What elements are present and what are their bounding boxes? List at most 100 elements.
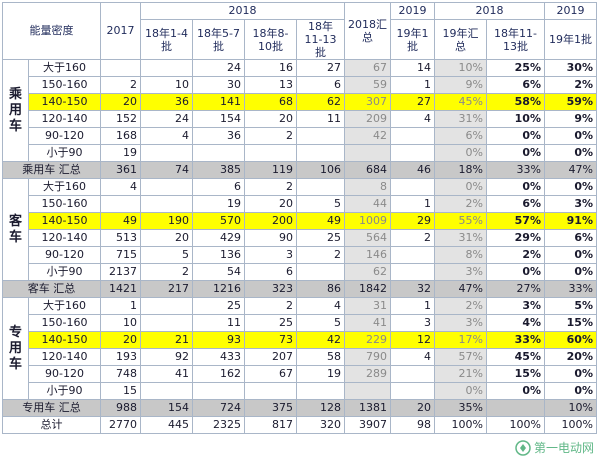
range-label: 90-120 xyxy=(28,127,101,145)
header-2017: 2017 xyxy=(100,2,141,60)
cell-b19: 1 xyxy=(390,195,435,213)
cell-b19: 2 xyxy=(390,229,435,247)
cell-t2018: 44 xyxy=(344,195,391,213)
table-row: 120-140 193 92 433 207 58 790 4 57% 45% 20% xyxy=(3,348,597,366)
header-batch-19-1: 19年1批 xyxy=(390,19,435,60)
header-19-summary: 19年汇总 xyxy=(434,19,487,60)
cell-b1 xyxy=(140,144,193,162)
cell-b1 xyxy=(140,178,193,196)
range-label: 小于90 xyxy=(28,382,101,400)
header-batch-8-10: 18年8-10批 xyxy=(244,19,297,60)
cell-b19 xyxy=(390,127,435,145)
cell-p19: 3% xyxy=(434,263,487,281)
cell-b2: 93 xyxy=(192,331,245,349)
cell-p19b: 0% xyxy=(544,246,597,264)
cell-t2018: 790 xyxy=(344,348,391,366)
cell-b1: 5 xyxy=(140,246,193,264)
table-row: 140-150 49 190 570 200 49 1009 29 55% 57% 91% xyxy=(3,212,597,230)
cell-v2017: 1 xyxy=(100,297,141,315)
cell-b2: 30 xyxy=(192,76,245,94)
cell-b19 xyxy=(390,178,435,196)
total-label: 总计 xyxy=(2,416,101,434)
range-label: 90-120 xyxy=(28,365,101,383)
cell-b19: 1 xyxy=(390,297,435,315)
cell-t2018 xyxy=(344,382,391,400)
cell-b1: 21 xyxy=(140,331,193,349)
cell-b1: 2 xyxy=(140,263,193,281)
cell-b19 xyxy=(390,263,435,281)
cell-b19: 1 xyxy=(390,76,435,94)
cell-b3: 13 xyxy=(244,76,297,94)
header-corner: 能量密度 xyxy=(2,2,101,60)
header-batch-5-7: 18年5-7批 xyxy=(192,19,245,60)
cell-b3: 25 xyxy=(244,314,297,332)
header-2018-total: 2018汇总 xyxy=(344,2,391,60)
cell-b3 xyxy=(244,144,297,162)
cell-b1: 10 xyxy=(140,76,193,94)
cell-b4: 42 xyxy=(296,331,345,349)
group-summary-row: 乘用车 汇总 361 74 385 119 106 684 46 18% 33% 47% xyxy=(2,161,597,179)
cell-b4 xyxy=(296,144,345,162)
cell-p18b: 29% xyxy=(486,229,545,247)
header-batch-11-13: 18年11-13批 xyxy=(296,19,345,60)
summary-cell-b3: 119 xyxy=(244,161,297,179)
cell-p19: 57% xyxy=(434,348,487,366)
range-label: 小于90 xyxy=(28,144,101,162)
header-19-batch-1-share: 19年1批 xyxy=(544,19,597,60)
cell-b4: 2 xyxy=(296,246,345,264)
cell-t2018: 42 xyxy=(344,127,391,145)
total-cell-p19: 100% xyxy=(434,416,487,434)
cell-b19 xyxy=(390,382,435,400)
cell-b1 xyxy=(140,195,193,213)
cell-b4: 62 xyxy=(296,93,345,111)
cell-p19: 21% xyxy=(434,365,487,383)
cell-p19b: 3% xyxy=(544,195,597,213)
cell-p18b: 15% xyxy=(486,365,545,383)
cell-v2017: 2 xyxy=(100,76,141,94)
cell-b1: 190 xyxy=(140,212,193,230)
cell-p19b: 9% xyxy=(544,110,597,128)
cell-b1 xyxy=(140,382,193,400)
cell-b3: 6 xyxy=(244,263,297,281)
total-cell-b1: 445 xyxy=(140,416,193,434)
summary-cell-b4: 106 xyxy=(296,161,345,179)
summary-cell-p19: 18% xyxy=(434,161,487,179)
range-label: 小于90 xyxy=(28,263,101,281)
table-row: 小于90 19 0% 0% 0% xyxy=(3,144,597,162)
total-cell-b2: 2325 xyxy=(192,416,245,434)
cell-b19: 14 xyxy=(390,59,435,77)
summary-cell-b19: 32 xyxy=(390,280,435,298)
cell-b19 xyxy=(390,246,435,264)
summary-cell-b2: 385 xyxy=(192,161,245,179)
cell-b2: 24 xyxy=(192,59,245,77)
cell-b1: 24 xyxy=(140,110,193,128)
cell-p19b: 2% xyxy=(544,76,597,94)
summary-cell-b2: 724 xyxy=(192,399,245,417)
cell-b3: 90 xyxy=(244,229,297,247)
summary-cell-p19b: 33% xyxy=(544,280,597,298)
cell-p18b: 45% xyxy=(486,348,545,366)
cell-t2018: 31 xyxy=(344,297,391,315)
cell-v2017: 20 xyxy=(100,331,141,349)
cell-t2018: 307 xyxy=(344,93,391,111)
range-label: 150-160 xyxy=(28,195,101,213)
cell-t2018: 289 xyxy=(344,365,391,383)
header-year-2019-share: 2019 xyxy=(544,2,597,20)
header-year-2018-share: 2018 xyxy=(434,2,545,20)
cell-p19: 2% xyxy=(434,195,487,213)
summary-cell-b19: 20 xyxy=(390,399,435,417)
range-label: 140-150 xyxy=(28,331,101,349)
cell-b4: 25 xyxy=(296,229,345,247)
cell-p18b: 10% xyxy=(486,110,545,128)
cell-b2 xyxy=(192,382,245,400)
group-summary-row: 专用车 汇总 988 154 724 375 128 1381 20 35% 10% xyxy=(2,399,597,417)
summary-cell-p19: 35% xyxy=(434,399,487,417)
header-row-batches: 18年1-4批 18年5-7批 18年8-10批 18年11-13批 19年1批… xyxy=(3,19,597,60)
total-cell-b3: 817 xyxy=(244,416,297,434)
watermark-logo-icon xyxy=(515,439,531,456)
cell-b4: 27 xyxy=(296,59,345,77)
summary-cell-b2: 1216 xyxy=(192,280,245,298)
cell-v2017: 15 xyxy=(100,382,141,400)
cell-b3: 207 xyxy=(244,348,297,366)
table-row: 90-120 715 5 136 3 2 146 8% 2% 0% xyxy=(3,246,597,264)
